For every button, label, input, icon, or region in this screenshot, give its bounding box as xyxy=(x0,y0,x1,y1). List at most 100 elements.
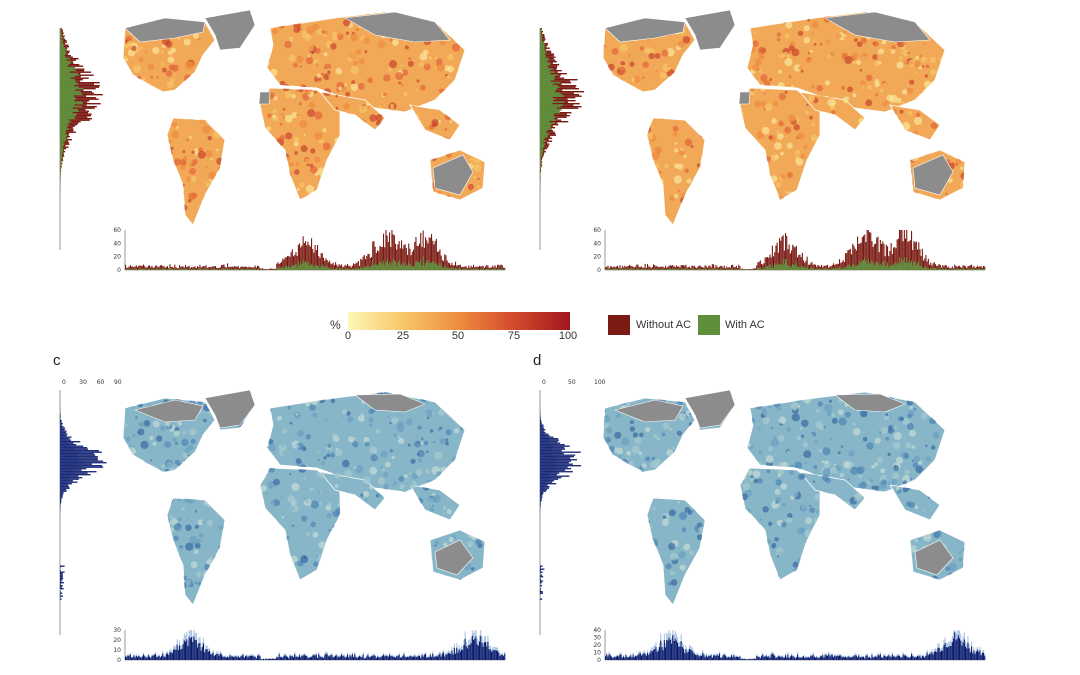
map-texture-dot xyxy=(186,571,195,580)
map-texture-dot xyxy=(378,584,384,590)
map-texture-dot xyxy=(377,139,381,143)
side-bar-with-ac xyxy=(60,142,64,144)
map-texture-dot xyxy=(844,56,853,65)
map-texture-dot xyxy=(363,10,369,12)
bottom-histogram-tick: 60 xyxy=(593,227,601,234)
side-bar-with-ac xyxy=(540,142,544,144)
side-bar xyxy=(60,573,63,575)
map-texture-dot xyxy=(469,10,474,11)
bottom-bar-with-ac xyxy=(480,269,482,270)
bottom-bar-without-ac xyxy=(813,264,815,270)
map-texture-dot xyxy=(268,121,273,126)
map-texture-dot xyxy=(758,69,762,73)
map-texture-dot xyxy=(725,47,728,50)
map-texture-dot xyxy=(187,118,195,126)
side-bar xyxy=(60,498,62,500)
map-texture-dot xyxy=(199,458,204,463)
bottom-bar-without-ac xyxy=(380,246,382,270)
map-texture-dot xyxy=(188,465,192,468)
map-texture-dot xyxy=(132,182,141,191)
map-texture-dot xyxy=(879,158,887,166)
bottom-bar-with-ac xyxy=(829,269,831,270)
bottom-bar-with-ac xyxy=(771,265,773,270)
map-texture-dot xyxy=(687,10,690,14)
map-texture-dot xyxy=(449,539,453,543)
map-texture-dot xyxy=(348,26,351,30)
map-texture-dot xyxy=(277,190,281,194)
bottom-bar-with-ac xyxy=(428,262,430,270)
map-texture-dot xyxy=(123,12,130,20)
bottom-bar-without-ac xyxy=(783,250,785,270)
map-texture-dot xyxy=(811,32,814,36)
map-texture-dot xyxy=(427,529,435,538)
map-texture-dot xyxy=(347,556,355,564)
bottom-bar-with-ac xyxy=(188,269,190,270)
map-texture-dot xyxy=(174,441,179,445)
map-texture-dot xyxy=(886,154,893,161)
side-bar xyxy=(60,595,63,597)
map-texture-dot xyxy=(258,411,263,416)
bottom-bar-without-ac xyxy=(252,267,254,270)
bottom-bar-with-ac xyxy=(891,265,893,270)
map-texture-dot xyxy=(141,457,144,460)
bottom-bar-with-ac xyxy=(234,269,236,270)
map-texture-dot xyxy=(344,191,348,195)
map-texture-dot xyxy=(923,80,932,89)
map-texture-dot xyxy=(161,519,165,523)
bottom-bar-without-ac xyxy=(435,238,437,270)
map-texture-dot xyxy=(323,10,328,15)
bottom-bar-without-ac xyxy=(378,251,380,270)
map-texture-dot xyxy=(890,186,899,195)
bottom-bar-without-ac xyxy=(348,266,350,270)
bottom-bar-with-ac xyxy=(773,267,775,270)
map-texture-dot xyxy=(173,39,177,44)
map-texture-dot xyxy=(768,10,772,11)
bottom-bar-without-ac xyxy=(949,268,951,270)
map-texture-dot xyxy=(380,465,384,469)
map-texture-dot xyxy=(239,435,246,442)
bottom-bar-with-ac xyxy=(767,265,769,270)
side-bar-with-ac xyxy=(540,73,551,75)
bottom-bar-with-ac xyxy=(181,269,183,270)
bottom-bar-with-ac xyxy=(654,269,656,270)
map-texture-dot xyxy=(486,490,491,495)
map-texture-dot xyxy=(909,195,918,204)
map-texture-dot xyxy=(645,175,650,180)
map-texture-dot xyxy=(751,154,758,161)
side-bar-with-ac xyxy=(60,164,62,166)
bottom-bar-without-ac xyxy=(319,257,321,270)
map-texture-dot xyxy=(429,555,433,559)
bottom-bar-with-ac xyxy=(495,269,497,270)
side-bar-with-ac xyxy=(60,152,63,154)
map-texture-dot xyxy=(177,516,182,522)
bottom-bar-with-ac xyxy=(308,266,310,270)
map-texture-dot xyxy=(318,203,325,209)
bottom-bar-without-ac xyxy=(234,266,236,270)
map-texture-dot xyxy=(956,199,960,203)
map-texture-dot xyxy=(150,153,158,160)
map-texture-dot xyxy=(672,131,678,137)
map-texture-dot xyxy=(724,42,728,47)
side-bar-with-ac xyxy=(60,118,76,120)
map-texture-dot xyxy=(261,55,266,60)
bottom-bar-without-ac xyxy=(919,249,921,270)
map-texture-dot xyxy=(329,154,337,163)
map-texture-dot xyxy=(722,112,726,115)
map-texture-dot xyxy=(326,198,335,207)
side-histogram xyxy=(60,28,103,196)
side-bar-with-ac xyxy=(60,28,61,30)
bottom-bar-without-ac xyxy=(925,255,927,270)
map-texture-dot xyxy=(342,572,348,577)
side-bar-with-ac xyxy=(540,131,547,133)
map-texture-dot xyxy=(481,135,485,142)
map-texture-dot xyxy=(807,18,810,22)
map-texture-dot xyxy=(195,90,201,96)
side-bar xyxy=(60,597,61,599)
bottom-bar-without-ac xyxy=(477,266,479,270)
bottom-bar-with-ac xyxy=(379,261,381,270)
map-texture-dot xyxy=(368,423,373,428)
map-texture-dot xyxy=(667,65,670,67)
map-texture-dot xyxy=(886,94,894,102)
map-texture-dot xyxy=(251,454,259,461)
map-texture-dot xyxy=(125,574,131,580)
